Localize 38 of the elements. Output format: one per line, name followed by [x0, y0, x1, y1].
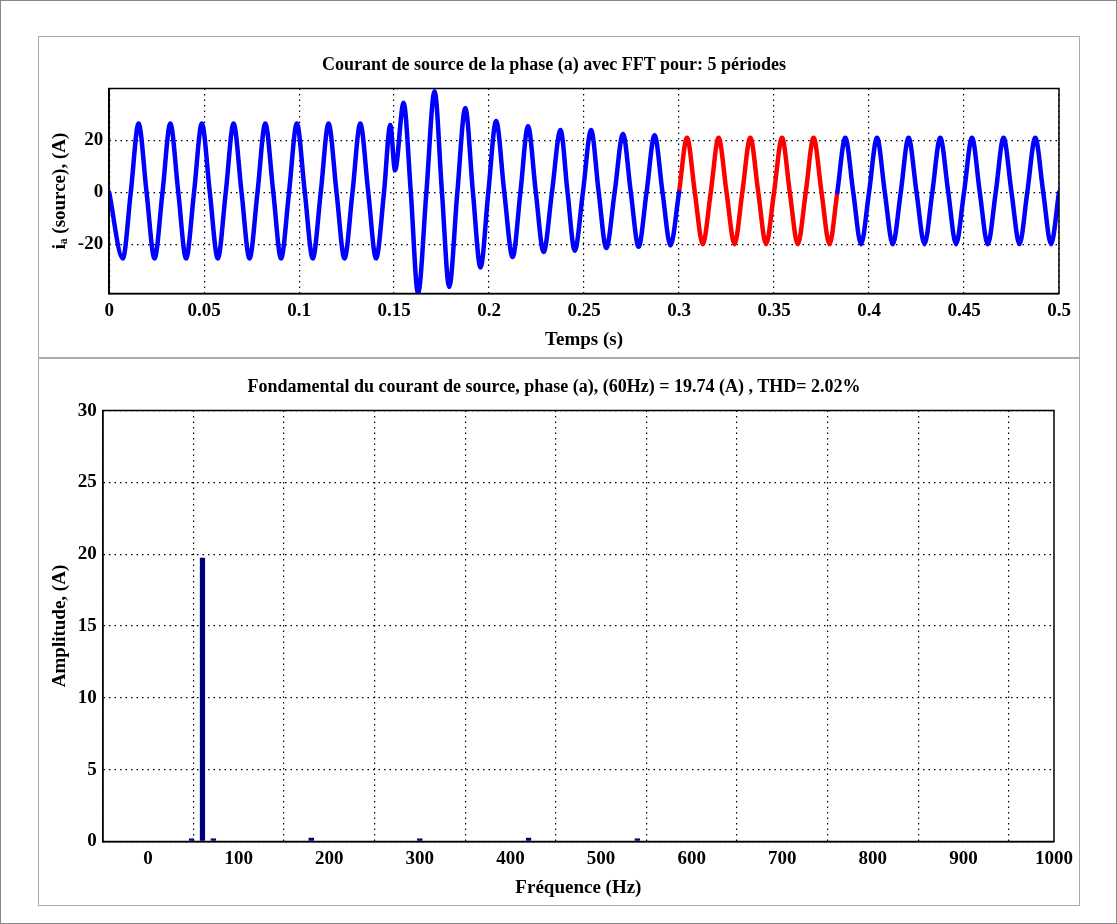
x-tick-label: 0 [143, 846, 153, 868]
y-tick-label: 0 [93, 180, 104, 202]
x-tick-label: 500 [586, 846, 616, 868]
x-axis-title: Fréquence (Hz) [515, 875, 642, 898]
x-tick-label: 0.4 [857, 298, 882, 320]
y-tick-label: 20 [77, 542, 97, 564]
x-tick-label: 800 [858, 846, 888, 868]
x-tick-label: 300 [405, 846, 435, 868]
y-tick-label: 25 [77, 470, 97, 492]
bar [308, 837, 314, 841]
x-tick-label: 0.35 [757, 298, 791, 320]
x-tick-label: 0.45 [947, 298, 981, 320]
x-tick-label: 400 [496, 846, 525, 868]
y-tick-label: -20 [77, 232, 104, 254]
x-tick-label: 0.2 [477, 298, 501, 320]
x-tick-label: 200 [315, 846, 344, 868]
x-tick-label: 0.5 [1047, 298, 1071, 320]
x-tick-label: 0.3 [667, 298, 691, 320]
x-tick-label: 100 [224, 846, 253, 868]
y-tick-label: 10 [77, 685, 97, 707]
y-tick-label: 20 [84, 128, 104, 150]
x-tick-label: 0.1 [287, 298, 311, 320]
y-axis-title: Amplitude, (A) [48, 564, 71, 688]
chart-title: Fondamental du courant de source, phase (a), (60Hz) = 19.74 (A) , THD= 2.02% [247, 376, 861, 398]
chart-title: Courant de source de la phase (a) avec FFT pour: 5 périodes [322, 54, 786, 76]
y-tick-label: 30 [77, 398, 97, 420]
x-tick-label: 0.25 [567, 298, 601, 320]
y-tick-label: 0 [87, 829, 97, 851]
y-axis-title: iₐ (source), (A) [48, 132, 71, 250]
x-tick-label: 0.15 [377, 298, 411, 320]
x-tick-label: 900 [949, 846, 978, 868]
x-axis-title: Temps (s) [545, 327, 624, 350]
y-tick-label: 5 [87, 757, 97, 779]
x-tick-label: 700 [767, 846, 797, 868]
x-tick-label: 600 [677, 846, 706, 868]
x-tick-label: 0.05 [187, 298, 221, 320]
x-tick-label: 1000 [1035, 846, 1073, 868]
y-tick-label: 15 [77, 613, 97, 635]
